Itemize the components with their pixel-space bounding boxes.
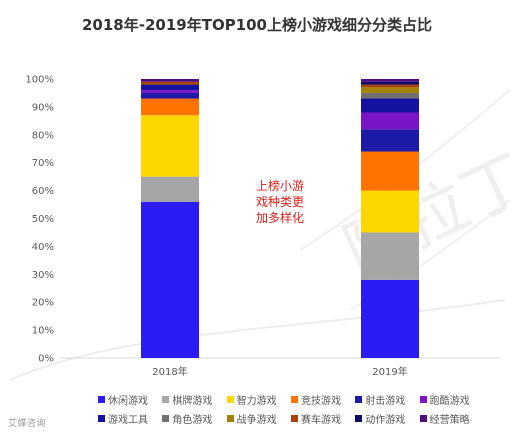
y-tick-label: 0% xyxy=(38,354,54,365)
y-tick-label: 90% xyxy=(32,102,54,113)
y-tick-label: 10% xyxy=(32,326,54,337)
legend-item: 动作游戏 xyxy=(355,411,413,426)
legend-swatch xyxy=(98,415,105,422)
annotation-line-3: 加多样化 xyxy=(256,211,305,225)
legend-swatch xyxy=(290,396,298,403)
bar-segment xyxy=(361,87,419,93)
bar-segment xyxy=(361,98,419,113)
bar-segment xyxy=(361,279,419,358)
bar-segment xyxy=(141,201,199,358)
y-tick-label: 70% xyxy=(32,158,54,169)
legend-label: 角色游戏 xyxy=(172,415,213,426)
legend-label: 智力游戏 xyxy=(236,396,277,407)
x-tick-label: 2019年 xyxy=(372,365,407,378)
legend-item: 角色游戏 xyxy=(162,411,220,426)
legend-swatch xyxy=(290,415,298,422)
chart-legend: 休闲游戏 棋牌游戏 智力游戏 竞技游戏 射击游戏 跑酷游戏游戏工具 角色游戏 战争游戏 赛车游戏… xyxy=(98,392,478,426)
y-tick-label: 40% xyxy=(32,242,54,253)
chart-title: 2018年-2019年TOP100上榜小游戏细分分类占比 xyxy=(81,16,432,34)
legend-label: 动作游戏 xyxy=(365,415,406,426)
legend-item: 战争游戏 xyxy=(226,411,285,426)
legend-label: 经营策略 xyxy=(429,415,470,426)
legend-label: 战争游戏 xyxy=(236,415,277,426)
legend-swatch xyxy=(226,396,234,403)
bar-segment xyxy=(141,176,199,202)
annotation-line-2: 戏种类更 xyxy=(256,195,305,209)
bar-segment xyxy=(361,232,419,280)
legend-label: 游戏工具 xyxy=(108,415,148,426)
legend-swatch xyxy=(419,415,427,422)
legend-swatch xyxy=(419,396,427,403)
y-tick-label: 100% xyxy=(25,75,54,86)
legend-swatch xyxy=(226,415,234,422)
bar-segment xyxy=(141,115,199,177)
legend-swatch xyxy=(355,396,363,403)
bar-segment xyxy=(361,84,419,88)
legend-item: 游戏工具 xyxy=(98,411,156,426)
bar-segment xyxy=(141,84,199,91)
legend-swatch xyxy=(162,415,170,422)
chart-annotation: 上榜小游 戏种类更 加多样化 xyxy=(256,178,326,226)
legend-item: 智力游戏 xyxy=(226,392,285,407)
bar-segment xyxy=(361,81,419,85)
bar-segment xyxy=(361,112,419,130)
bar-segment xyxy=(141,90,199,93)
legend-swatch xyxy=(162,396,170,403)
bar-segment xyxy=(141,92,199,99)
y-tick-label: 60% xyxy=(32,186,54,197)
legend-swatch xyxy=(98,396,105,403)
legend-label: 射击游戏 xyxy=(365,396,406,407)
bar-segment xyxy=(361,190,419,233)
legend-item: 经营策略 xyxy=(419,411,478,426)
bar-segment xyxy=(361,129,419,152)
bar-segment xyxy=(361,79,419,82)
legend-label: 跑酷游戏 xyxy=(429,396,470,407)
bar-segment xyxy=(361,151,419,191)
bar-segment xyxy=(141,98,199,116)
source-watermark: 艾媒咨询 xyxy=(8,419,47,429)
y-tick-label: 50% xyxy=(32,214,54,225)
bar-segment xyxy=(141,81,199,85)
legend-item: 赛车游戏 xyxy=(290,411,349,426)
legend-item: 休闲游戏 xyxy=(98,392,156,407)
legend-swatch xyxy=(355,415,363,422)
legend-item: 竞技游戏 xyxy=(290,392,349,407)
y-tick-label: 20% xyxy=(32,298,54,309)
bar-segment xyxy=(141,79,199,82)
legend-label: 竞技游戏 xyxy=(300,396,341,407)
legend-item: 射击游戏 xyxy=(355,392,413,407)
annotation-line-1: 上榜小游 xyxy=(256,179,305,193)
legend-label: 棋牌游戏 xyxy=(172,396,213,407)
legend-item: 跑酷游戏 xyxy=(419,392,478,407)
legend-label: 休闲游戏 xyxy=(108,396,148,407)
y-tick-label: 30% xyxy=(32,270,54,281)
legend-item: 棋牌游戏 xyxy=(162,392,220,407)
legend-label: 赛车游戏 xyxy=(300,415,341,426)
y-tick-label: 80% xyxy=(32,130,54,141)
x-tick-label: 2018年 xyxy=(152,365,187,378)
bar-segment xyxy=(361,92,419,99)
